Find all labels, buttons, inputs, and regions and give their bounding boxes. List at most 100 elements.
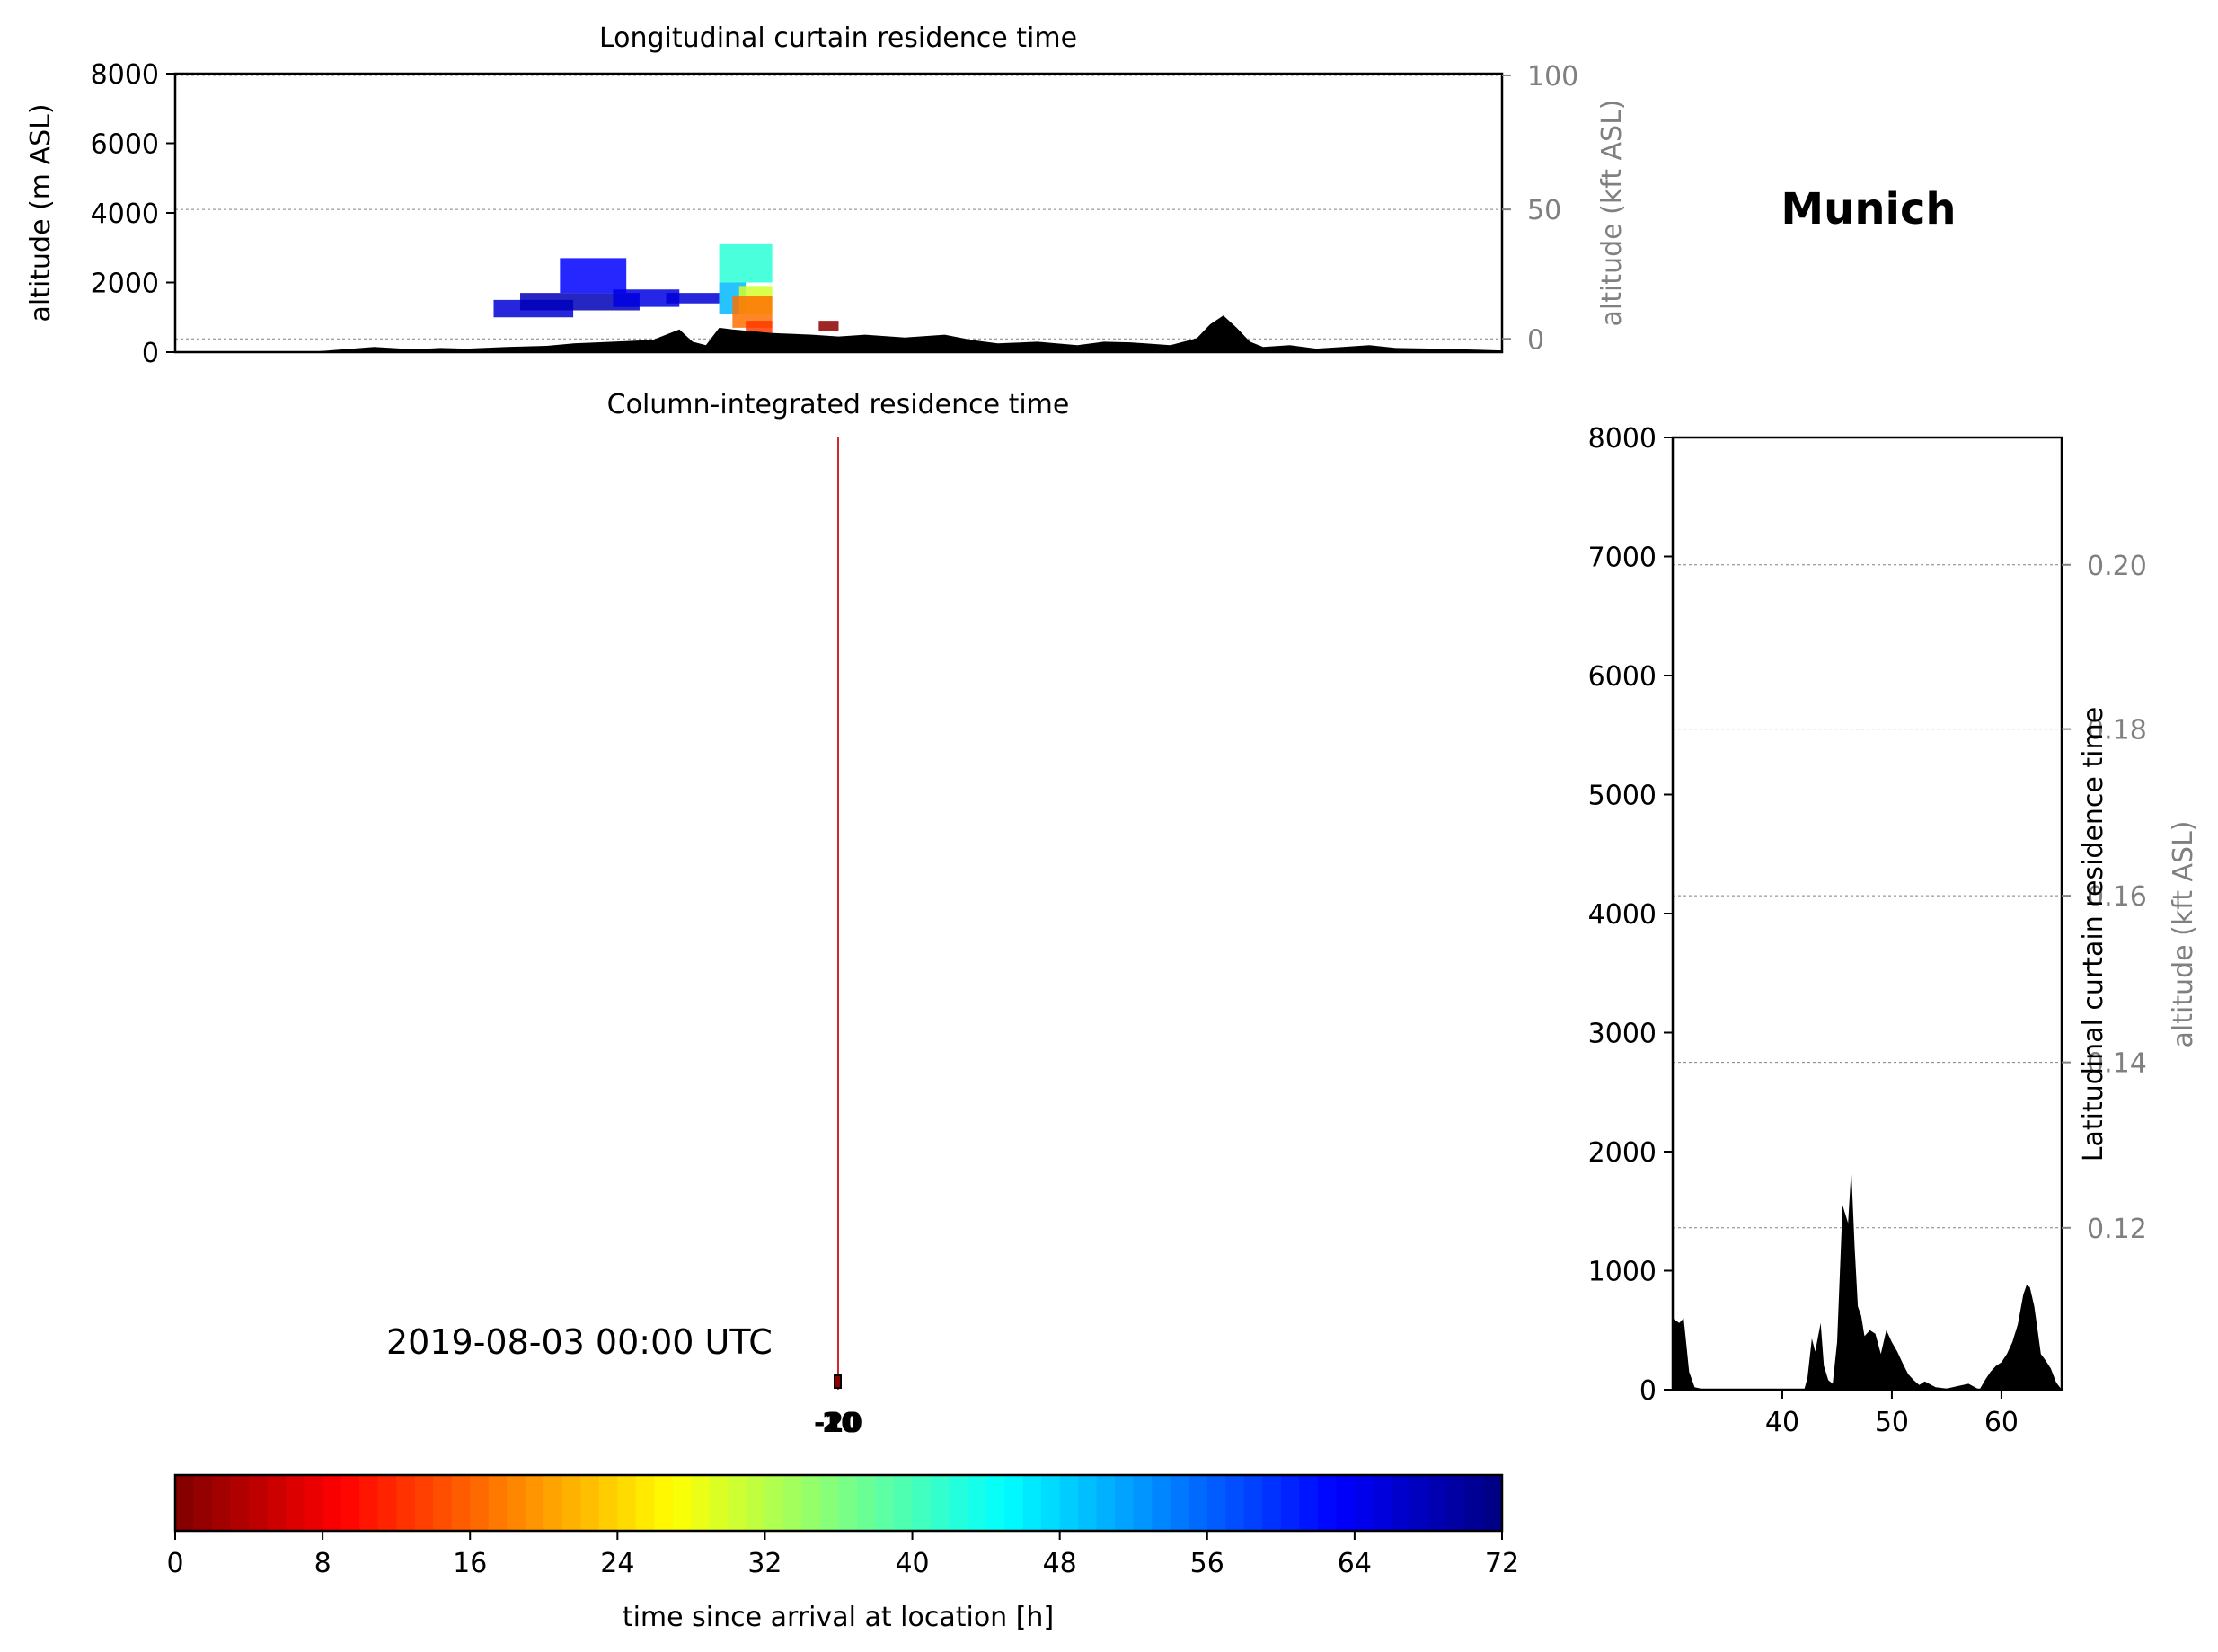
latitudinal-y-ticks: 0 1000 2000 3000 4000 5000 6000 7000 8000 [1588, 423, 1673, 1407]
y-tick-label: 8000 [91, 59, 159, 91]
colorbar-segment [414, 1475, 434, 1531]
longitudinal-title: Longitudinal curtain residence time [599, 22, 1077, 54]
colorbar-segment [782, 1475, 803, 1531]
colorbar-segment [304, 1475, 323, 1531]
colorbar-ticks: 0 8 16 24 32 40 48 56 64 72 [166, 1531, 1519, 1579]
y-tick-label: 8000 [1588, 423, 1657, 455]
colorbar-segment [931, 1475, 950, 1531]
y-tick-label: 7000 [1588, 543, 1657, 574]
colorbar-segment [1483, 1475, 1503, 1531]
colorbar-frame [173, 1473, 1504, 1533]
colorbar-segment [1464, 1475, 1485, 1531]
colorbar-segment [672, 1475, 692, 1531]
y-tick-label-right: 0.12 [2087, 1214, 2147, 1245]
latitudinal-ylabel-right: altitude (kft ASL) [2168, 820, 2199, 1047]
colorbar-segment [193, 1475, 213, 1531]
colorbar-segment [433, 1475, 453, 1531]
y-tick-label-right: 50 [1527, 195, 1561, 226]
colorbar-segment [894, 1475, 914, 1531]
colorbar-segment [764, 1475, 784, 1531]
colorbar-segment [654, 1475, 674, 1531]
colorbar-segment [1427, 1475, 1448, 1531]
colorbar-segment [1189, 1475, 1208, 1531]
colorbar-segment [1206, 1475, 1226, 1531]
collapsed-tick-label: -20 [814, 1408, 862, 1439]
colorbar-segment [691, 1475, 711, 1531]
latitudinal-y-ticks-right: 0.12 0.14 0.16 0.18 0.20 [2062, 551, 2147, 1245]
collapsed-tick-label: 10 [822, 1408, 860, 1439]
colorbar-tick-label: 8 [314, 1548, 331, 1579]
colorbar-segment [1446, 1475, 1466, 1531]
y-tick-label-right: 0.16 [2087, 881, 2147, 913]
x-tick-label: 50 [1875, 1407, 1909, 1438]
colorbar-tick-label: 16 [453, 1548, 487, 1579]
colorbar-tick-label: 56 [1190, 1548, 1224, 1579]
y-tick-label: 1000 [1588, 1257, 1657, 1288]
colorbar-segment [1004, 1475, 1024, 1531]
colorbar-segment [1299, 1475, 1319, 1531]
y-tick-label: 6000 [1588, 661, 1657, 693]
latitudinal-terrain [1673, 1169, 2062, 1390]
colorbar-segments [175, 1475, 1503, 1531]
colorbar-segment [1133, 1475, 1153, 1531]
colorbar-segment [1152, 1475, 1171, 1531]
colorbar-label: time since arrival at location [h] [623, 1602, 1054, 1633]
longitudinal-y-ticks: 0 2000 4000 6000 8000 [91, 59, 175, 369]
collapsed-x-ticks: -10 -20 10 20 [814, 1408, 862, 1439]
colorbar-segment [1096, 1475, 1116, 1531]
colorbar-segment [968, 1475, 987, 1531]
colorbar-tick-label: 24 [600, 1548, 634, 1579]
y-tick-label: 2000 [91, 269, 159, 300]
colorbar-segment [1243, 1475, 1263, 1531]
latitudinal-x-ticks: 40 50 60 [1765, 1390, 2019, 1438]
longitudinal-residence-cells [493, 243, 839, 335]
colorbar-segment [617, 1475, 637, 1531]
colorbar-segment [1354, 1475, 1374, 1531]
colorbar-segment [598, 1475, 618, 1531]
colorbar-segment [561, 1475, 581, 1531]
colorbar-segment [286, 1475, 305, 1531]
y-tick-label: 0 [142, 338, 159, 369]
colorbar-segment [1280, 1475, 1300, 1531]
collapsed-tick-label: 20 [822, 1408, 860, 1439]
y-tick-label: 2000 [1588, 1137, 1657, 1169]
colorbar-segment [1336, 1475, 1356, 1531]
y-tick-label-right: 0 [1527, 324, 1544, 356]
x-tick-label: 40 [1765, 1407, 1799, 1438]
colorbar-segment [212, 1475, 232, 1531]
latitudinal-gridlines [1673, 564, 2062, 1229]
y-tick-label-right: 0.20 [2087, 551, 2147, 582]
residence-cell [746, 321, 773, 335]
colorbar-segment [857, 1475, 877, 1531]
longitudinal-panel: Longitudinal curtain residence time 0 200… [25, 22, 1628, 369]
colorbar-segment [249, 1475, 269, 1531]
colorbar-segment [507, 1475, 526, 1531]
colorbar-segment [838, 1475, 858, 1531]
colorbar-segment [746, 1475, 766, 1531]
colorbar-segment [819, 1475, 840, 1531]
y-tick-label-right: 0.18 [2087, 715, 2147, 746]
location-marker [834, 1374, 842, 1389]
colorbar-segment [175, 1475, 195, 1531]
longitudinal-ylabel-right: altitude (kft ASL) [1596, 99, 1628, 326]
longitudinal-gridlines [175, 75, 1502, 340]
colorbar-segment [635, 1475, 655, 1531]
x-tick-label: 60 [1984, 1407, 2019, 1438]
y-tick-label: 6000 [91, 129, 159, 161]
colorbar-segment [985, 1475, 1005, 1531]
colorbar-segment [875, 1475, 895, 1531]
colorbar-segment [451, 1475, 471, 1531]
colorbar-segment [580, 1475, 600, 1531]
colorbar-segment [1225, 1475, 1245, 1531]
y-tick-label: 0 [1639, 1375, 1657, 1407]
colorbar-segment [709, 1475, 729, 1531]
colorbar-segment [359, 1475, 379, 1531]
y-tick-label: 4000 [1588, 899, 1657, 931]
colorbar-segment [543, 1475, 563, 1531]
residence-cell [520, 293, 640, 311]
colorbar-segment [1409, 1475, 1429, 1531]
colorbar-segment [1078, 1475, 1098, 1531]
longitudinal-ylabel: altitude (m ASL) [25, 103, 57, 322]
